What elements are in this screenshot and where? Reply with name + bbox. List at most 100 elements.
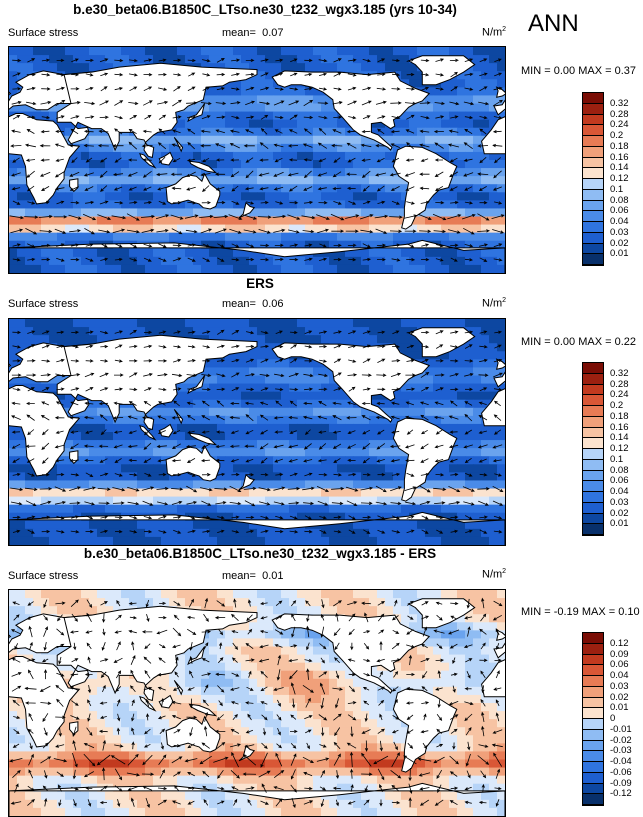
field-cell — [17, 456, 26, 465]
stress-vector — [158, 87, 168, 91]
field-cell — [449, 151, 458, 161]
field-cell — [313, 256, 322, 266]
field-cell — [449, 622, 458, 631]
field-cell — [209, 319, 218, 328]
field-cell — [193, 168, 202, 177]
stress-vector — [317, 415, 328, 420]
field-cell — [321, 440, 330, 449]
field-cell — [73, 192, 82, 201]
field-cell — [217, 151, 226, 161]
field-cell — [233, 47, 242, 56]
field-cell — [185, 200, 194, 210]
stress-vector — [114, 515, 123, 520]
field-cell — [177, 111, 186, 121]
field-cell — [113, 151, 122, 161]
stress-vector — [477, 229, 491, 233]
field-cell — [137, 135, 146, 145]
stress-vector — [215, 158, 225, 162]
field-cell — [177, 119, 186, 129]
field-cell — [393, 200, 402, 210]
stress-vector — [406, 515, 415, 519]
field-cell — [289, 119, 298, 129]
field-cell — [201, 127, 210, 137]
stress-vector — [144, 429, 151, 436]
field-cell — [193, 248, 202, 258]
stress-vector — [54, 444, 65, 449]
field-cell — [249, 383, 258, 393]
field-cell — [217, 87, 226, 97]
field-cell — [121, 407, 130, 417]
field-cell — [377, 256, 386, 266]
field-cell — [457, 224, 466, 234]
stress-vector — [421, 73, 430, 77]
stress-vector — [143, 373, 153, 377]
field-cell — [249, 111, 258, 121]
field-cell — [201, 383, 210, 393]
field-cell — [281, 224, 290, 234]
field-cell — [265, 383, 274, 393]
stress-vector — [26, 359, 36, 363]
field-cell — [465, 95, 474, 105]
field-cell — [265, 47, 274, 56]
field-cell — [425, 504, 434, 514]
field-cell — [321, 256, 330, 266]
field-cell — [233, 111, 242, 121]
field-cell — [449, 496, 458, 506]
field-cell — [193, 375, 202, 385]
field-cell — [273, 151, 282, 161]
field-cell — [305, 184, 314, 193]
field-cell — [153, 264, 162, 273]
stress-vector — [202, 157, 210, 163]
field-cell — [217, 391, 226, 401]
stress-vector — [448, 485, 461, 492]
field-cell — [393, 319, 402, 328]
stress-vector — [304, 345, 313, 349]
stress-vector — [362, 515, 372, 519]
stress-vector — [316, 486, 330, 492]
field-cell — [457, 472, 466, 482]
stress-vector — [447, 214, 462, 220]
stress-vector — [54, 171, 65, 178]
landmass-samerica — [392, 417, 458, 502]
field-cell — [497, 590, 505, 599]
stress-vector — [260, 473, 269, 477]
field-cell — [153, 55, 162, 64]
stress-vector — [246, 115, 255, 119]
field-cell — [401, 528, 410, 538]
field-cell — [313, 143, 322, 153]
field-cell — [201, 480, 210, 490]
field-cell — [241, 135, 250, 145]
field-cell — [249, 423, 258, 433]
field-cell — [321, 119, 330, 129]
field-cell — [337, 536, 346, 545]
stress-vector — [187, 359, 196, 363]
field-cell — [457, 168, 466, 177]
stress-vector — [158, 359, 168, 363]
field-cell — [137, 192, 146, 201]
field-cell — [233, 606, 242, 615]
stress-vector — [332, 401, 342, 405]
field-cell — [385, 232, 394, 242]
field-cell — [489, 536, 498, 545]
field-cell — [433, 375, 442, 385]
field-cell — [313, 335, 322, 344]
field-cell — [129, 264, 138, 273]
field-cell — [353, 319, 362, 328]
field-cell — [297, 127, 306, 137]
stress-vector — [494, 157, 501, 164]
field-cell — [329, 391, 338, 401]
field-cell — [457, 464, 466, 473]
stress-vector — [274, 243, 284, 248]
colorbar-box — [583, 232, 603, 244]
stress-vector — [26, 86, 36, 91]
stress-vector — [158, 156, 166, 164]
stress-vector — [435, 387, 444, 391]
field-cell — [409, 590, 418, 599]
stress-vector — [377, 358, 386, 363]
field-cell — [17, 192, 26, 201]
field-cell — [313, 208, 322, 218]
stress-vector — [435, 344, 444, 349]
field-cell — [89, 520, 98, 530]
field-cell — [233, 119, 242, 129]
stress-vector — [361, 170, 371, 178]
